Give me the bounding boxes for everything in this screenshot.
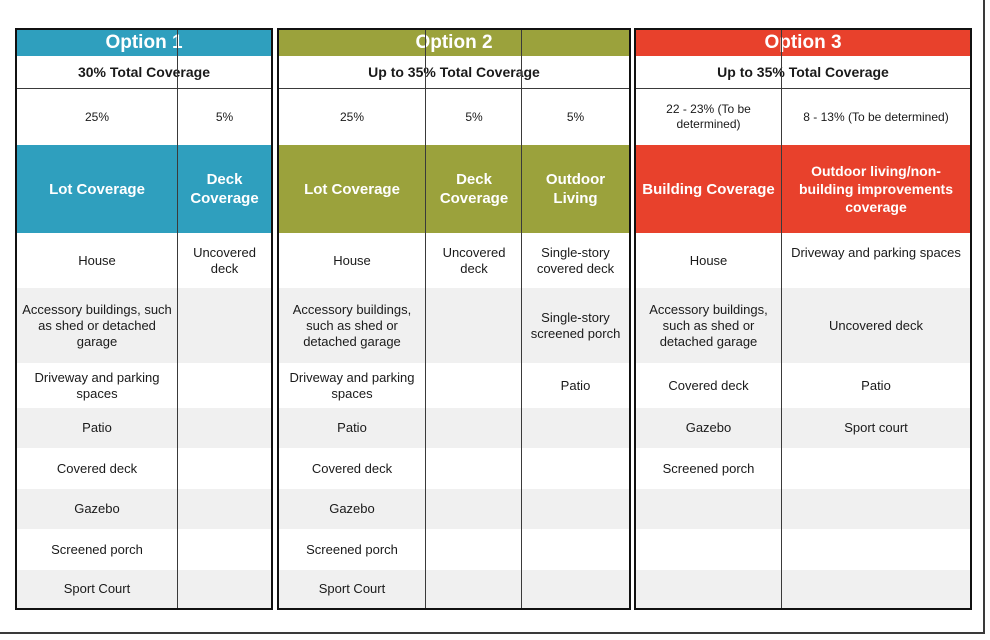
column-header: Building Coverage — [636, 145, 781, 233]
item-cell — [426, 570, 522, 608]
item-cell — [782, 570, 970, 608]
frame-border-right — [983, 0, 985, 634]
option-1-deck-coverage-column: 5% Deck Coverage Uncovered deck — [177, 30, 271, 608]
item-cell — [426, 529, 522, 570]
item-cell — [636, 489, 781, 529]
item-cell: Screened porch — [306, 541, 398, 557]
item-cell — [522, 570, 629, 608]
item-cell: Accessory buildings, such as shed or det… — [17, 288, 177, 363]
option-3-title: Option 3 — [636, 30, 970, 56]
item-cell — [426, 363, 522, 408]
item-cell: Covered deck — [56, 460, 138, 476]
frame-border-bottom — [0, 632, 985, 634]
item-cell — [178, 570, 271, 608]
column-header: Lot Coverage — [279, 145, 425, 233]
option-1-title: Option 1 — [17, 30, 271, 56]
item-cell: Patio — [560, 377, 591, 393]
item-cell: House — [78, 252, 116, 268]
item-cell — [426, 288, 522, 363]
column-header: Lot Coverage — [17, 145, 177, 233]
item-cell: Gazebo — [279, 489, 425, 529]
percent-cell: 5% — [215, 109, 234, 124]
column-header: Deck Coverage — [178, 145, 271, 233]
item-cell — [178, 448, 271, 489]
item-cell: Gazebo — [17, 489, 177, 529]
item-cell: Patio — [17, 408, 177, 448]
item-cell: Screened porch — [51, 541, 143, 557]
item-cell — [426, 448, 522, 489]
item-cell: Uncovered deck — [782, 288, 970, 363]
item-cell: House — [689, 252, 728, 268]
item-cell: Patio — [279, 408, 425, 448]
option-1-table: Option 1 30% Total Coverage 25% Lot Cove… — [15, 28, 273, 610]
item-cell: Gazebo — [636, 408, 781, 448]
option-2-outdoor-living-column: 5% Outdoor Living Single-story covered d… — [521, 30, 629, 608]
item-cell — [782, 529, 970, 570]
item-cell: Uncovered deck — [442, 245, 506, 276]
option-2-total-coverage: Up to 35% Total Coverage — [279, 56, 629, 89]
percent-cell: 5% — [465, 109, 483, 124]
percent-cell: 25% — [84, 109, 110, 124]
item-cell — [522, 529, 629, 570]
item-cell — [522, 408, 629, 448]
item-cell — [178, 489, 271, 529]
column-header: Outdoor Living — [522, 145, 629, 233]
item-cell: Sport court — [782, 408, 970, 448]
item-cell: Uncovered deck — [193, 244, 256, 276]
option-1-lot-coverage-column: 25% Lot Coverage House Accessory buildin… — [17, 30, 177, 608]
item-cell — [522, 489, 629, 529]
item-cell — [522, 448, 629, 489]
item-cell: Driveway and parking spaces — [34, 369, 160, 401]
item-cell: Covered deck — [311, 460, 393, 476]
option-2-deck-coverage-column: 5% Deck Coverage Uncovered deck — [425, 30, 522, 608]
option-2-title: Option 2 — [279, 30, 629, 56]
item-cell — [178, 529, 271, 570]
item-cell — [782, 448, 970, 489]
item-cell — [178, 408, 271, 448]
item-cell: Driveway and parking spaces — [791, 245, 961, 260]
item-cell: Single-story screened porch — [522, 288, 629, 363]
option-3-total-coverage: Up to 35% Total Coverage — [636, 56, 970, 89]
option-1-total-coverage: 30% Total Coverage — [17, 56, 271, 89]
item-cell — [636, 529, 781, 570]
option-3-building-coverage-column: 22 - 23% (To be determined) Building Cov… — [636, 30, 781, 608]
item-cell: Screened porch — [662, 460, 755, 476]
percent-cell: 5% — [566, 109, 585, 124]
percent-cell: 25% — [339, 109, 365, 124]
option-3-table: Option 3 Up to 35% Total Coverage 22 - 2… — [634, 28, 972, 610]
item-cell: House — [333, 252, 371, 268]
item-cell: Accessory buildings, such as shed or det… — [636, 288, 781, 363]
column-header: Outdoor living/non-building improvements… — [782, 145, 970, 233]
item-cell: Sport Court — [17, 570, 177, 608]
item-cell: Driveway and parking spaces — [289, 369, 415, 401]
item-cell — [426, 408, 522, 448]
item-cell: Single-story covered deck — [536, 245, 615, 276]
item-cell: Accessory buildings, such as shed or det… — [279, 288, 425, 363]
item-cell — [636, 570, 781, 608]
item-cell — [178, 363, 271, 408]
item-cell: Covered deck — [668, 377, 749, 393]
option-3-outdoor-living-column: 8 - 13% (To be determined) Outdoor livin… — [781, 30, 970, 608]
option-2-lot-coverage-column: 25% Lot Coverage House Accessory buildin… — [279, 30, 425, 608]
option-2-table: Option 2 Up to 35% Total Coverage 25% Lo… — [277, 28, 631, 610]
item-cell: Sport Court — [279, 570, 425, 608]
percent-cell: 22 - 23% (To be determined) — [666, 102, 751, 131]
item-cell — [178, 288, 271, 363]
item-cell: Patio — [861, 377, 891, 393]
item-cell — [426, 489, 522, 529]
item-cell — [782, 489, 970, 529]
column-header: Deck Coverage — [426, 145, 522, 233]
percent-cell: 8 - 13% (To be determined) — [803, 109, 949, 124]
